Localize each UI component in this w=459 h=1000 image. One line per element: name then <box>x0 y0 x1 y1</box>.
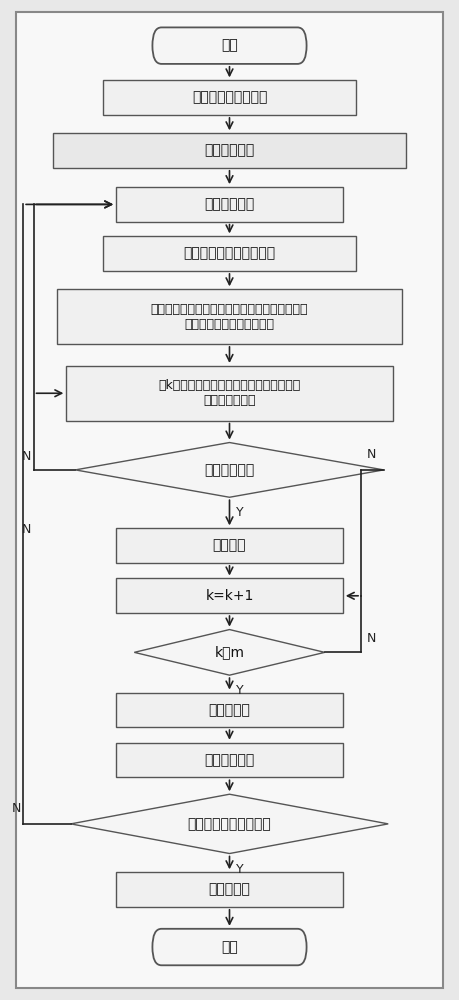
Bar <box>116 872 343 907</box>
Text: Y: Y <box>236 684 244 697</box>
Text: 信息素初始化: 信息素初始化 <box>204 144 255 158</box>
Text: 开始: 开始 <box>221 39 238 53</box>
Polygon shape <box>134 630 325 675</box>
Bar <box>102 80 357 115</box>
Bar <box>102 236 357 271</box>
Bar <box>116 578 343 613</box>
Text: 更新信息素: 更新信息素 <box>208 703 251 717</box>
Text: 适应度値变小: 适应度値变小 <box>204 463 255 477</box>
FancyBboxPatch shape <box>152 27 307 64</box>
Bar <box>57 289 402 344</box>
Text: Y: Y <box>236 863 244 876</box>
Bar <box>116 693 343 727</box>
Text: Y: Y <box>236 506 244 519</box>
Bar <box>53 133 406 168</box>
Text: 更新位置: 更新位置 <box>213 539 246 553</box>
Bar <box>66 366 393 421</box>
FancyBboxPatch shape <box>152 929 307 965</box>
Text: 找出个体极値和全局极値: 找出个体极値和全局极値 <box>184 247 275 261</box>
Text: 输出最优解: 输出最优解 <box>208 883 251 897</box>
Text: N: N <box>366 632 376 645</box>
Text: 迭代次数加一: 迭代次数加一 <box>204 753 255 767</box>
Text: 计算适应度値: 计算适应度値 <box>204 197 255 211</box>
Polygon shape <box>71 794 388 854</box>
Text: N: N <box>366 448 376 461</box>
Bar <box>116 743 343 777</box>
Polygon shape <box>75 443 384 497</box>
Text: 结束: 结束 <box>221 940 238 954</box>
Text: 迭代次数是否达到最大: 迭代次数是否达到最大 <box>188 817 271 831</box>
Text: 初始化算法基本参数: 初始化算法基本参数 <box>192 91 267 105</box>
Text: 计算每只蚂蚁移动到下一节点的概率，按照概率
将每只蚂蚁移动到下一节点: 计算每只蚂蚁移动到下一节点的概率，按照概率 将每只蚂蚁移动到下一节点 <box>151 303 308 331</box>
Text: k=k+1: k=k+1 <box>205 589 254 603</box>
Text: N: N <box>11 802 21 815</box>
Bar <box>116 528 343 563</box>
Text: N: N <box>22 523 31 536</box>
Text: N: N <box>22 450 31 463</box>
Text: k＞m: k＞m <box>214 645 245 659</box>
Bar <box>116 187 343 222</box>
Text: 第k只蚂蚁当前的解与个体极値和全局极値
分别交叉、变异: 第k只蚂蚁当前的解与个体极値和全局极値 分别交叉、变异 <box>158 379 301 407</box>
